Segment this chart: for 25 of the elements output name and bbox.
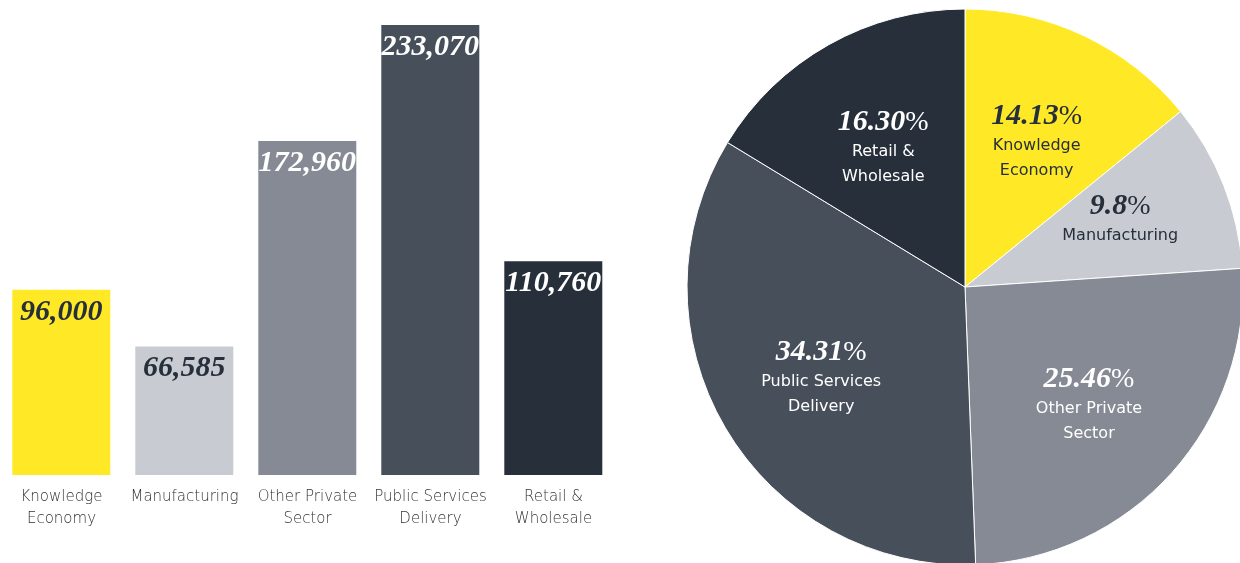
x-tick-label: Retail & Wholesale (514, 487, 593, 527)
data-label: 233,070 (380, 28, 480, 61)
data-label: 14.13% (991, 97, 1083, 131)
x-tick-label: Public Services Delivery (374, 487, 487, 527)
data-label: 34.31% (774, 332, 867, 366)
data-label: 25.46% (1042, 359, 1135, 393)
x-tick-label: Other Private Sector (257, 487, 358, 527)
data-label: 9.8% (1089, 186, 1151, 220)
slice-label: Manufacturing (1062, 224, 1179, 244)
x-tick-label: Manufacturing (130, 487, 239, 505)
data-label: 66,585 (143, 349, 226, 383)
bar (381, 25, 480, 475)
data-label: 172,960 (258, 144, 357, 178)
slice-label: Knowledge Economy (992, 135, 1081, 180)
x-tick-label: Knowledge Economy (20, 487, 103, 527)
data-label: 16.30% (837, 102, 929, 136)
bar (135, 346, 234, 475)
data-label: 110,760 (505, 264, 602, 298)
bar (258, 141, 357, 475)
bar (504, 261, 603, 475)
data-label: 96,000 (20, 292, 103, 326)
slice-label: Public Services Delivery (761, 370, 882, 415)
bar (12, 289, 111, 475)
slice-label: Retail & Wholesale (842, 140, 925, 185)
slice-label: Other Private Sector (1035, 397, 1143, 442)
